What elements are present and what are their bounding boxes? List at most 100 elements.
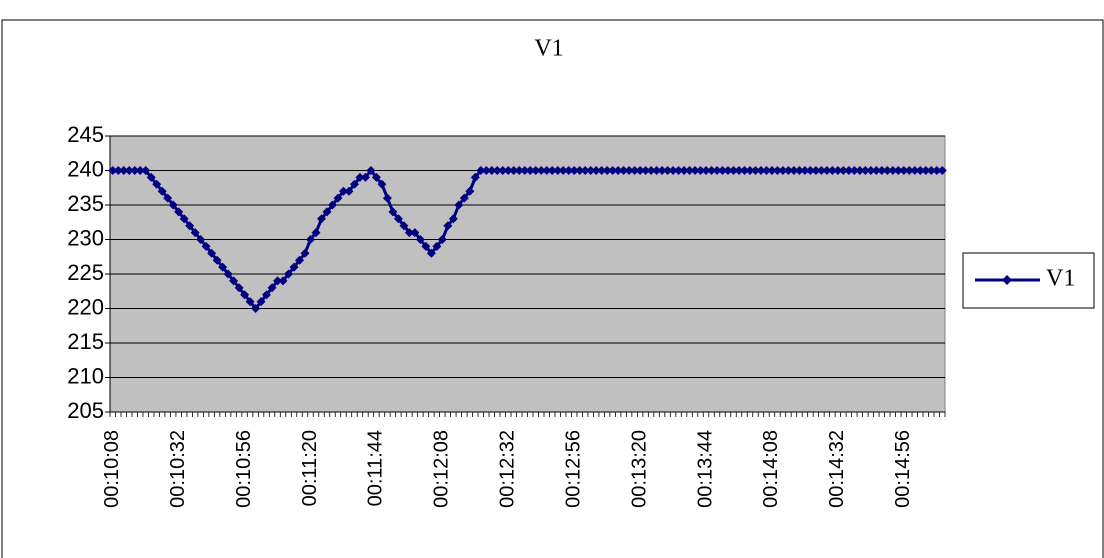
data-point xyxy=(377,179,387,189)
data-point xyxy=(816,166,826,175)
data-point xyxy=(229,276,239,286)
x-tick-label: 00:12:56 xyxy=(562,430,584,508)
data-point xyxy=(344,186,354,196)
data-point xyxy=(481,166,491,175)
data-point xyxy=(827,166,837,175)
data-point xyxy=(465,186,475,196)
data-point xyxy=(130,166,140,175)
data-point xyxy=(707,166,717,175)
data-point xyxy=(179,214,189,224)
data-point xyxy=(882,166,892,175)
data-point xyxy=(509,166,519,175)
data-point xyxy=(679,166,689,175)
data-point xyxy=(591,166,601,175)
data-point xyxy=(745,166,755,175)
data-point xyxy=(426,248,436,258)
data-point xyxy=(322,207,332,217)
data-point xyxy=(734,166,744,175)
data-point xyxy=(619,166,629,175)
data-point xyxy=(531,166,541,175)
data-point xyxy=(311,228,321,238)
data-point xyxy=(833,166,843,175)
y-tick-label: 215 xyxy=(67,329,104,354)
data-point xyxy=(492,166,502,175)
data-point xyxy=(553,166,563,175)
data-point xyxy=(306,235,316,244)
data-point xyxy=(772,166,782,175)
data-point xyxy=(580,166,590,175)
data-point xyxy=(163,193,173,203)
data-point xyxy=(432,241,442,251)
x-tick-label: 00:10:32 xyxy=(167,430,189,508)
data-point xyxy=(443,221,453,231)
data-point xyxy=(800,166,810,175)
data-point xyxy=(663,166,673,175)
data-point xyxy=(295,255,305,265)
data-point xyxy=(399,221,409,231)
data-point xyxy=(668,166,678,175)
legend: V1 xyxy=(962,252,1095,309)
x-tick-label: 00:14:08 xyxy=(760,430,782,508)
data-point xyxy=(503,166,513,175)
y-tick-label: 230 xyxy=(67,225,104,250)
legend-label: V1 xyxy=(1046,266,1075,292)
data-point xyxy=(267,283,277,293)
x-tick-label: 00:13:44 xyxy=(694,430,716,508)
data-point xyxy=(778,166,788,175)
data-point xyxy=(937,166,947,175)
data-point xyxy=(498,166,508,175)
data-point xyxy=(514,166,524,175)
data-point xyxy=(652,166,662,175)
data-point xyxy=(899,166,909,175)
data-point xyxy=(723,166,733,175)
data-point xyxy=(536,166,546,175)
data-point xyxy=(926,166,936,175)
data-point xyxy=(888,166,898,175)
data-point xyxy=(360,172,370,182)
data-point xyxy=(910,166,920,175)
data-point xyxy=(448,214,458,224)
data-point xyxy=(646,166,656,175)
data-point xyxy=(437,235,447,244)
data-point xyxy=(608,166,618,175)
data-point xyxy=(564,166,574,175)
data-point xyxy=(860,166,870,175)
data-point xyxy=(877,166,887,175)
data-point xyxy=(366,166,376,175)
data-point xyxy=(338,186,348,196)
x-tick-label: 00:14:32 xyxy=(826,430,848,508)
data-point xyxy=(569,166,579,175)
data-point xyxy=(157,186,167,196)
data-point xyxy=(635,166,645,175)
x-tick-label: 00:12:32 xyxy=(497,430,519,508)
x-tick-label: 00:10:08 xyxy=(101,430,123,508)
data-point xyxy=(915,166,925,175)
data-point xyxy=(630,166,640,175)
data-point xyxy=(278,276,288,286)
data-point xyxy=(382,193,392,203)
data-point xyxy=(273,276,283,286)
data-point xyxy=(739,166,749,175)
data-point xyxy=(174,207,184,217)
data-point xyxy=(520,166,530,175)
data-point xyxy=(119,166,129,175)
data-point xyxy=(657,166,667,175)
data-point xyxy=(476,166,486,175)
data-point xyxy=(487,166,497,175)
data-point xyxy=(124,166,134,175)
data-point xyxy=(718,166,728,175)
data-point xyxy=(822,166,832,175)
data-point xyxy=(767,166,777,175)
y-tick-label: 220 xyxy=(67,294,104,319)
data-point xyxy=(871,166,881,175)
data-point xyxy=(146,172,156,182)
data-point xyxy=(701,166,711,175)
data-point xyxy=(355,172,365,182)
data-point xyxy=(196,235,206,244)
data-point xyxy=(761,166,771,175)
data-point xyxy=(789,166,799,175)
data-point xyxy=(712,166,722,175)
legend-marker xyxy=(1002,275,1012,285)
y-tick-label: 205 xyxy=(67,398,104,423)
